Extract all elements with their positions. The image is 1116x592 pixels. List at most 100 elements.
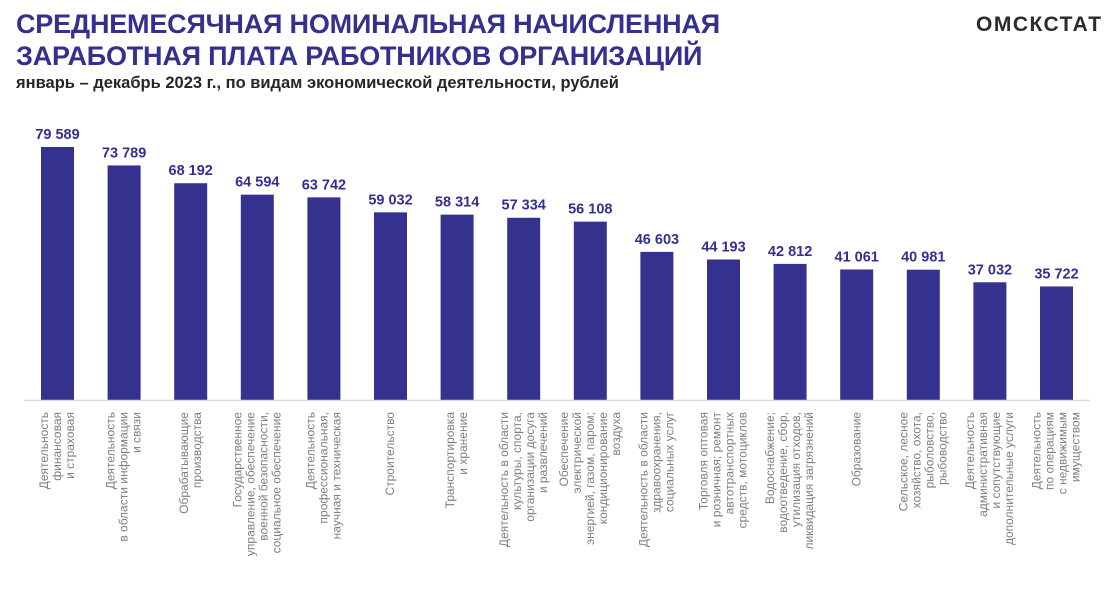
brand-logo-text: ОМСКСТАТ	[976, 13, 1103, 36]
category-label-line: по операциям	[1043, 412, 1057, 490]
category-label-line: и хранение	[456, 412, 470, 475]
data-labels-group: 79 589 73 789 68 192 64 594 63 742 59 032 58 3…	[35, 127, 1078, 282]
category-label-line: воздуха	[609, 412, 623, 456]
bar-11	[707, 259, 740, 400]
bar-6	[374, 212, 407, 400]
category-label-line: социальных услуг	[663, 411, 677, 512]
category-label-line: Деятельность	[1030, 412, 1044, 489]
category-label-12: Водоснабжение; водоотведение, сбор, утилиз…	[763, 412, 816, 550]
data-label-3: 68 192	[169, 163, 213, 179]
bar-7	[440, 214, 474, 400]
chart-title-line-1: СРЕДНЕМЕСЯЧНАЯ НОМИНАЛЬНАЯ НАЧИСЛЕННАЯ	[16, 9, 720, 39]
chart-title-line-2: ЗАРАБОТНАЯ ПЛАТА РАБОТНИКОВ ОРГАНИЗАЦИЙ	[16, 41, 703, 71]
category-label-line: профессиональная,	[317, 412, 331, 523]
category-label-line: здравоохранения,	[650, 412, 664, 513]
bar-3	[174, 183, 208, 400]
category-label-line: Деятельность	[963, 412, 977, 489]
category-label-line: средств, мотоциклов	[736, 412, 750, 528]
category-label-line: автотранспортных	[723, 412, 737, 514]
category-label-7: Транспортировка и хранение	[443, 412, 470, 509]
bar-15	[973, 282, 1007, 400]
category-label-line: электрической	[570, 412, 584, 493]
category-label-line: Деятельность	[104, 412, 118, 489]
category-label-line: Сельское, лесное	[896, 412, 910, 512]
data-label-16: 35 722	[1034, 266, 1078, 282]
category-label-line: Образование	[849, 412, 863, 487]
category-label-line: Обрабатывающие	[177, 412, 191, 514]
category-label-line: Строительство	[383, 412, 397, 496]
category-label-line: Деятельность в области	[497, 412, 511, 547]
category-label-line: Торговля оптовая	[697, 412, 711, 510]
category-label-line: Транспортировка	[443, 412, 457, 509]
category-label-line: водоотведение, сбор,	[776, 412, 790, 533]
category-label-line: хозяйство, охота,	[909, 412, 923, 508]
data-label-10: 46 603	[635, 232, 679, 248]
category-label-line: Деятельность в области	[637, 412, 651, 547]
category-label-line: финансовая	[50, 412, 64, 481]
bar-14	[906, 269, 940, 400]
category-label-line: Государственное	[230, 412, 244, 508]
chart-subtitle: январь – декабрь 2023 г., по видам эконо…	[16, 74, 619, 92]
bar-16	[1040, 286, 1073, 400]
bar-1	[41, 147, 74, 400]
category-label-9: Обеспечение электрической энергией, газом,…	[557, 412, 623, 545]
category-label-4: Государственное управление, обеспечение во…	[230, 412, 283, 556]
category-label-line: имуществом	[1069, 412, 1083, 482]
category-label-line: дополнительные услуги	[1002, 412, 1016, 545]
bar-5	[307, 197, 341, 400]
category-label-line: и страховая	[63, 412, 77, 479]
chart-title: СРЕДНЕМЕСЯЧНАЯ НОМИНАЛЬНАЯ НАЧИСЛЕННАЯ З…	[16, 8, 720, 72]
category-label-8: Деятельность в области культуры, спорта, о…	[497, 412, 550, 547]
category-label-line: энергией, газом, паром;	[583, 412, 597, 545]
data-label-7: 58 314	[435, 195, 479, 211]
category-label-line: кондиционирование	[596, 412, 610, 525]
category-label-line: Обеспечение	[557, 412, 571, 487]
data-label-4: 64 594	[235, 175, 279, 191]
category-label-line: утилизация отходов,	[789, 412, 803, 527]
category-label-13: Образование	[849, 412, 863, 487]
category-label-line: Деятельность	[304, 412, 318, 489]
category-label-line: Водоснабжение;	[763, 412, 777, 504]
data-label-2: 73 789	[102, 145, 146, 161]
data-label-14: 40 981	[901, 250, 945, 266]
category-label-line: с недвижимым	[1056, 412, 1070, 494]
category-label-line: научная и техническая	[330, 412, 344, 539]
data-label-1: 79 589	[35, 127, 79, 143]
category-label-16: Деятельность по операциям с недвижимым имущ…	[1030, 412, 1083, 494]
data-label-9: 56 108	[568, 202, 612, 218]
bar-4	[240, 194, 274, 400]
category-label-14: Сельское, лесное хозяйство, охота, рыболов…	[896, 412, 949, 512]
category-label-3: Обрабатывающие производства	[177, 412, 204, 514]
category-label-line: и сопутствующие	[989, 412, 1003, 509]
category-label-line: управление, обеспечение	[243, 412, 257, 556]
category-label-5: Деятельность профессиональная, научная и т…	[304, 412, 344, 539]
category-labels-group: Деятельность финансовая и страховая Деятель…	[37, 411, 1083, 556]
category-label-line: рыболовство,	[922, 412, 936, 488]
category-label-line: и связи	[130, 412, 144, 453]
category-label-10: Деятельность в области здравоохранения, со…	[637, 411, 677, 547]
category-label-line: и развлечений	[536, 412, 550, 493]
category-label-6: Строительство	[383, 412, 397, 496]
bar-9	[573, 221, 607, 400]
category-label-line: социальное обеспечение	[269, 412, 283, 554]
category-label-15: Деятельность административная и сопутствую…	[963, 412, 1016, 545]
data-label-8: 57 334	[502, 198, 546, 214]
bar-12	[773, 263, 807, 400]
bar-13	[840, 269, 874, 400]
category-label-line: производства	[190, 412, 204, 488]
category-label-line: военной безопасности,	[256, 412, 270, 541]
data-label-15: 37 032	[968, 262, 1012, 278]
category-label-1: Деятельность финансовая и страховая	[37, 412, 77, 489]
category-label-line: рыбоводство	[935, 412, 949, 485]
category-label-line: административная	[976, 412, 990, 517]
data-label-5: 63 742	[302, 177, 346, 193]
category-label-line: Деятельность	[37, 412, 51, 489]
category-label-line: организации досуга	[523, 412, 537, 522]
category-label-line: культуры, спорта,	[510, 412, 524, 510]
data-label-13: 41 061	[835, 249, 879, 265]
bar-8	[507, 217, 541, 400]
category-label-line: ликвидация загрязнений	[802, 412, 816, 550]
category-label-line: в области информации	[117, 412, 131, 542]
data-label-11: 44 193	[701, 240, 745, 256]
